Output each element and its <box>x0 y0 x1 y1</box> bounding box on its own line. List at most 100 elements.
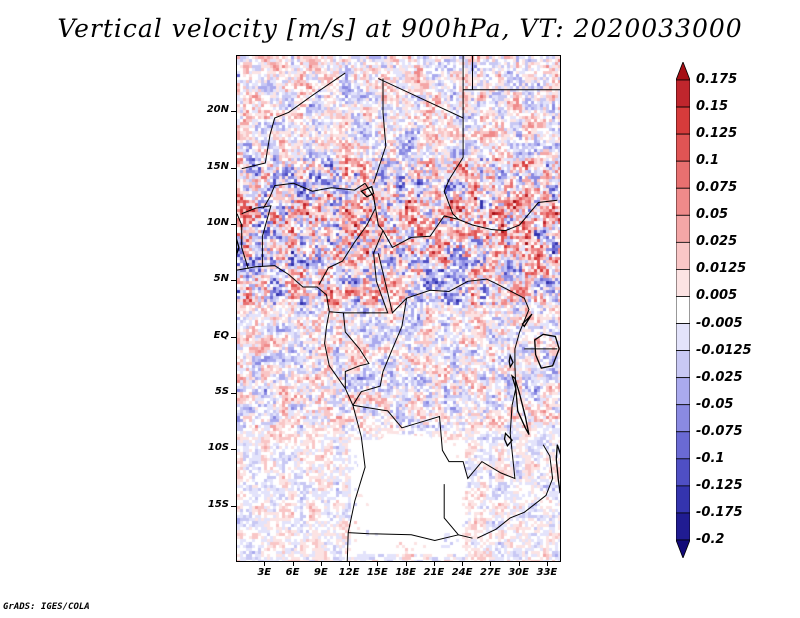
border-chad-car <box>382 215 459 249</box>
lon-label: 33E <box>536 567 558 578</box>
lon-label: 24E <box>451 567 473 578</box>
border-benin-burkina <box>241 205 272 267</box>
colorbar-label: -0.2 <box>696 532 725 547</box>
lon-label: 21E <box>423 567 445 578</box>
colorbar-label: -0.0125 <box>696 342 752 358</box>
colorbar-swatch <box>676 350 690 379</box>
border-chad-sudan <box>443 118 464 220</box>
colorbar-label: 0.1 <box>696 153 720 169</box>
colorbar-swatch <box>676 512 690 541</box>
colorbar-label: -0.175 <box>696 504 743 520</box>
colorbar-swatch <box>676 160 690 189</box>
lon-tick <box>462 562 464 566</box>
lon-label: 30E <box>508 567 529 578</box>
map-canvas <box>237 56 560 561</box>
lon-tick <box>433 562 435 566</box>
coastline-west-africa <box>237 265 366 561</box>
border-east-africa <box>495 283 530 406</box>
colorbar-label: -0.125 <box>696 477 743 493</box>
lat-label: 5S <box>214 386 229 397</box>
lon-label: 6E <box>285 567 300 578</box>
lat-label: 15N <box>206 160 229 172</box>
lon-tick <box>320 562 322 566</box>
lon-tick <box>546 562 548 566</box>
lon-label: 27E <box>479 567 501 578</box>
lake-kivu <box>508 353 514 369</box>
colorbar-label: 0.175 <box>696 72 738 87</box>
colorbar-label: -0.025 <box>696 369 743 385</box>
colorbar-swatch <box>676 62 690 81</box>
border-angola-namibia <box>348 532 459 542</box>
lon-tick <box>292 562 294 566</box>
lat-label: 15S <box>207 498 229 510</box>
border-zambia-malawi <box>476 444 554 539</box>
lake-mweru <box>503 432 513 448</box>
lat-tick <box>231 167 236 169</box>
colorbar-swatch <box>676 133 690 162</box>
lat-tick <box>231 336 236 338</box>
colorbar-label: 0.0125 <box>696 261 747 277</box>
lat-tick <box>231 449 236 451</box>
colorbar-swatch <box>676 106 690 135</box>
border-car-south <box>377 253 497 314</box>
lat-tick <box>231 111 236 113</box>
colorbar-label: 0.025 <box>696 234 738 250</box>
velocity-field <box>237 56 560 561</box>
lon-tick <box>518 562 520 566</box>
border-congo-gabon <box>342 312 370 389</box>
lake-albert <box>521 313 533 328</box>
lat-label: 10N <box>206 217 229 228</box>
lat-tick <box>231 393 236 394</box>
map-panel <box>236 55 561 562</box>
colorbar-label: -0.05 <box>696 396 734 412</box>
colorbar-swatch <box>676 377 690 406</box>
colorbar-swatch <box>676 241 690 270</box>
border-congo-drc <box>352 298 408 406</box>
colorbar-label: -0.075 <box>696 423 743 439</box>
colorbar <box>676 62 690 558</box>
lat-label: EQ <box>213 329 229 341</box>
lon-tick <box>264 562 266 566</box>
colorbar-swatch <box>676 485 690 514</box>
lon-tick <box>377 562 379 566</box>
border-niger-nigeria <box>262 182 366 209</box>
colorbar-label: 0.125 <box>696 126 738 142</box>
lat-tick <box>231 224 236 225</box>
lon-label: 18E <box>395 567 416 578</box>
credit-label: GrADS: IGES/COLA <box>3 602 90 612</box>
lon-label: 3E <box>257 567 272 578</box>
colorbar-swatch <box>676 269 690 297</box>
colorbar-swatch <box>676 187 690 216</box>
colorbar-swatch <box>676 79 690 108</box>
lon-label: 15E <box>366 567 388 578</box>
lake-volta <box>237 238 240 256</box>
colorbar-label: 0.005 <box>696 288 738 304</box>
border-sudan-south-sudan <box>458 199 558 232</box>
lon-tick <box>349 562 351 566</box>
chart-title: Vertical velocity [m/s] at 900hPa, VT: 2… <box>57 14 743 43</box>
lon-tick <box>405 562 407 566</box>
border-drc-angola <box>352 404 516 480</box>
lat-label: 5N <box>213 273 229 285</box>
colorbar-label: 0.075 <box>696 180 738 196</box>
colorbar-swatch <box>676 539 690 558</box>
colorbar-label: -0.005 <box>696 315 743 331</box>
lake-victoria <box>534 333 560 369</box>
colorbar-swatch <box>676 404 690 433</box>
lon-tick <box>490 562 492 566</box>
lon-label: 9E <box>313 567 328 578</box>
border-togo-ghana <box>237 213 249 270</box>
lat-tick <box>231 505 236 507</box>
lat-label: 10S <box>207 442 229 454</box>
colorbar-swatch <box>676 431 690 460</box>
lake-chad <box>360 185 375 198</box>
border-niger-chad <box>373 78 387 184</box>
border-mali-niger <box>241 72 346 170</box>
colorbar-swatch <box>676 214 690 243</box>
colorbar-swatch <box>676 296 690 324</box>
colorbar-swatch <box>676 323 690 351</box>
colorbar-label: 0.15 <box>696 99 729 115</box>
lat-tick <box>231 280 236 282</box>
border-cameroon-east <box>329 196 389 314</box>
colorbar-swatch <box>676 458 690 487</box>
